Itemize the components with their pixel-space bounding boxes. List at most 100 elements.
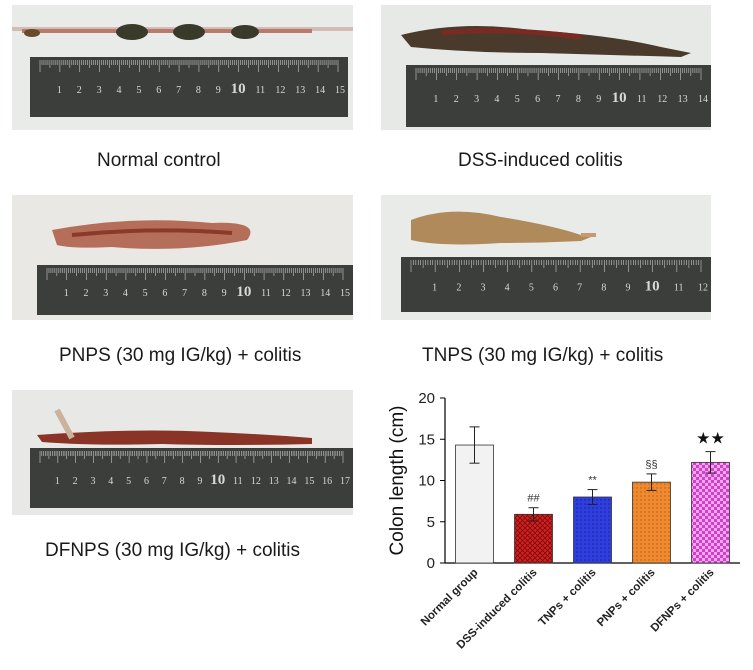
category-label: TNPs + colitis xyxy=(537,567,599,629)
ruler-label: 14 xyxy=(315,85,325,96)
ruler-label: 7 xyxy=(162,476,167,487)
caption-tnps-colitis: TNPS (30 mg IG/kg) + colitis xyxy=(422,345,664,366)
caption-pnps-colitis: PNPS (30 mg IG/kg) + colitis xyxy=(59,345,302,366)
y-tick-label: 20 xyxy=(418,390,435,407)
ruler-label: 3 xyxy=(90,476,95,487)
ruler-label: 14 xyxy=(287,476,297,487)
ruler-label: 16 xyxy=(322,476,332,487)
significance-label: ## xyxy=(527,493,540,505)
ruler-label: 10 xyxy=(231,81,246,97)
ruler-label: 9 xyxy=(216,85,221,96)
ruler-label: 12 xyxy=(251,476,261,487)
ruler-label: 1 xyxy=(64,288,69,299)
y-tick-label: 5 xyxy=(427,514,435,531)
ruler-label: 2 xyxy=(454,94,459,105)
ruler-label: 7 xyxy=(182,288,187,299)
ruler-label: 8 xyxy=(576,94,581,105)
ruler-label: 2 xyxy=(456,283,461,294)
y-tick-label: 0 xyxy=(427,555,435,572)
ruler-label: 5 xyxy=(143,288,148,299)
ruler-label: 11 xyxy=(233,476,243,487)
photo-tnps-colitis: 1 2 3 4 5 6 7 8 9 10 11 12 xyxy=(381,195,711,320)
y-tick-label: 10 xyxy=(418,473,435,490)
ruler-label: 10 xyxy=(612,90,627,106)
ruler-label: 7 xyxy=(577,283,582,294)
ruler-label: 13 xyxy=(269,476,279,487)
ruler-label: 3 xyxy=(97,85,102,96)
ruler-label: 6 xyxy=(162,288,167,299)
ruler-label: 6 xyxy=(156,85,161,96)
significance-label: ★★ xyxy=(696,429,725,448)
significance-label: ** xyxy=(588,475,597,487)
ruler-label: 1 xyxy=(433,94,438,105)
ruler-label: 13 xyxy=(301,288,311,299)
bar xyxy=(514,513,553,564)
photo-pnps-colitis-graphic: 1 2 3 4 5 6 7 8 9 10 11 12 13 14 15 xyxy=(12,195,353,320)
chart-bars xyxy=(455,426,730,564)
y-tick-label: 15 xyxy=(418,431,435,448)
ruler-label: 4 xyxy=(505,283,510,294)
bar xyxy=(632,481,671,564)
bar xyxy=(455,444,494,564)
ruler-label: 15 xyxy=(340,288,350,299)
ruler-label: 4 xyxy=(108,476,113,487)
ruler-label: 1 xyxy=(55,476,60,487)
y-axis-label: Colon length (cm) xyxy=(387,406,408,556)
category-label: Normal group xyxy=(419,567,481,629)
ruler-label: 15 xyxy=(304,476,314,487)
ruler-label: 1 xyxy=(57,85,62,96)
ruler-label: 10 xyxy=(210,472,225,488)
ruler-label: 14 xyxy=(698,94,708,105)
ruler-label: 3 xyxy=(474,94,479,105)
ruler-label: 3 xyxy=(481,283,486,294)
category-label: DFNPs + colitis xyxy=(649,567,717,635)
photo-dss-colitis-graphic: 1 2 3 4 5 6 7 8 9 10 11 12 13 14 xyxy=(381,5,711,130)
ruler-label: 11 xyxy=(261,288,271,299)
ruler-label: 15 xyxy=(335,85,345,96)
ruler-label: 10 xyxy=(236,284,251,300)
ruler-label: 4 xyxy=(116,85,121,96)
caption-normal-control: Normal control xyxy=(97,150,221,171)
caption-dss-colitis: DSS-induced colitis xyxy=(458,150,623,171)
ruler-label: 6 xyxy=(535,94,540,105)
category-label: PNPs + colitis xyxy=(595,567,658,630)
ruler-label: 2 xyxy=(77,85,82,96)
ruler-label: 7 xyxy=(556,94,561,105)
significance-label: §§ xyxy=(645,459,657,471)
ruler-label: 12 xyxy=(281,288,291,299)
ruler-label: 12 xyxy=(657,94,667,105)
ruler-label: 9 xyxy=(222,288,227,299)
ruler-label: 2 xyxy=(83,288,88,299)
ruler-label: 6 xyxy=(144,476,149,487)
ruler-label: 17 xyxy=(340,476,350,487)
photo-pnps-colitis: 1 2 3 4 5 6 7 8 9 10 11 12 13 14 15 xyxy=(12,195,353,320)
photo-normal-control-graphic: 1 2 3 4 5 6 7 8 9 10 11 12 13 14 15 xyxy=(12,5,353,130)
ruler-label: 5 xyxy=(515,94,520,105)
ruler-label: 8 xyxy=(202,288,207,299)
photo-dss-colitis: 1 2 3 4 5 6 7 8 9 10 11 12 13 14 xyxy=(381,5,711,130)
ruler-label: 12 xyxy=(275,85,285,96)
caption-dfnps-colitis: DFNPS (30 mg IG/kg) + colitis xyxy=(45,540,300,561)
photo-normal-control: 1 2 3 4 5 6 7 8 9 10 11 12 13 14 15 xyxy=(12,5,353,130)
ruler-label: 13 xyxy=(295,85,305,96)
ruler-label: 1 xyxy=(432,283,437,294)
ruler-label: 7 xyxy=(176,85,181,96)
bar xyxy=(573,496,612,564)
ruler-label: 11 xyxy=(674,283,684,294)
ruler-label: 8 xyxy=(196,85,201,96)
ruler-label: 13 xyxy=(678,94,688,105)
photo-dfnps-colitis: 1 2 3 4 5 6 7 8 9 10 11 12 13 14 15 16 17 xyxy=(12,390,353,515)
ruler-label: 5 xyxy=(529,283,534,294)
ruler-label: 6 xyxy=(553,283,558,294)
ruler-label: 10 xyxy=(645,279,660,295)
photo-dfnps-colitis-graphic: 1 2 3 4 5 6 7 8 9 10 11 12 13 14 15 16 17 xyxy=(12,390,353,515)
ruler-label: 14 xyxy=(320,288,330,299)
ruler-label: 9 xyxy=(197,476,202,487)
photo-tnps-colitis-graphic: 1 2 3 4 5 6 7 8 9 10 11 12 xyxy=(381,195,711,320)
colon-length-chart: 0 5 10 15 20 Colon length (cm) Normal group ##… xyxy=(387,390,740,651)
ruler-label: 12 xyxy=(698,283,708,294)
ruler-label: 11 xyxy=(637,94,647,105)
ruler-label: 4 xyxy=(494,94,499,105)
ruler-label: 9 xyxy=(626,283,631,294)
ruler-label: 11 xyxy=(256,85,266,96)
